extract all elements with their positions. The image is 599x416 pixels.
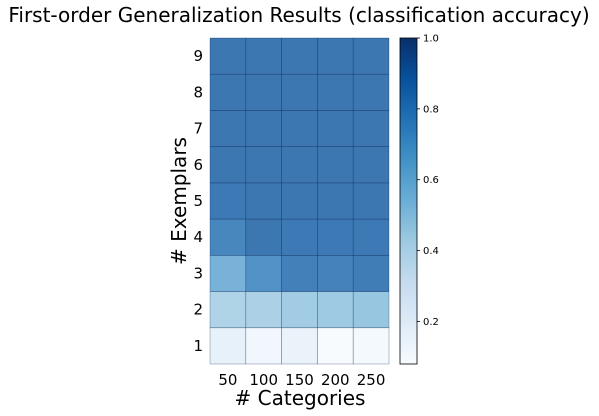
x-tick-label: 100	[249, 371, 278, 389]
heatmap-cell-6-200	[317, 146, 354, 184]
heatmap-cell-9-200	[317, 37, 354, 75]
colorbar-tick-label: 0.2	[423, 317, 439, 328]
x-axis-label: # Categories	[235, 386, 366, 410]
y-tick-label: 6	[193, 156, 203, 174]
x-tick-label: 150	[285, 371, 314, 389]
heatmap-cell-7-200	[317, 110, 354, 147]
heatmap-cell-2-200	[317, 291, 354, 329]
heatmap-cell-1-50	[209, 327, 247, 365]
heatmap-cell-5-100	[245, 182, 282, 220]
x-tick-label: 50	[218, 371, 237, 389]
heatmap-cells	[209, 37, 390, 365]
heatmap-cell-4-150	[281, 218, 318, 256]
heatmap-cell-3-100	[245, 255, 282, 292]
heatmap-cell-4-100	[245, 218, 282, 256]
y-tick-label: 3	[193, 264, 203, 282]
heatmap-cell-5-250	[352, 182, 390, 220]
heatmap-cell-3-250	[352, 255, 390, 292]
colorbar-gradient	[399, 37, 418, 365]
heatmap-cell-9-150	[281, 37, 318, 75]
y-tick-label: 8	[193, 83, 203, 101]
heatmap-cell-7-50	[209, 110, 247, 147]
heatmap-cell-3-150	[281, 255, 318, 292]
x-tick-label: 200	[321, 371, 350, 389]
heatmap-cell-1-150	[281, 327, 318, 365]
y-tick-label: 5	[193, 192, 203, 210]
colorbar: 0.2 0.4 0.6 0.8 1.0	[399, 34, 439, 365]
heatmap-cell-5-50	[209, 182, 247, 220]
heatmap-cell-1-200	[317, 327, 354, 365]
heatmap-cell-6-50	[209, 146, 247, 184]
heatmap-cell-5-200	[317, 182, 354, 220]
heatmap-cell-2-100	[245, 291, 282, 329]
heatmap-cell-1-100	[245, 327, 282, 365]
x-tick-label: 250	[357, 371, 386, 389]
heatmap-cell-3-50	[209, 255, 247, 292]
heatmap-cell-9-100	[245, 37, 282, 75]
chart-title: First-order Generalization Results (clas…	[8, 3, 589, 27]
colorbar-tick-label: 1.0	[423, 34, 439, 45]
heatmap-cell-4-50	[209, 218, 247, 256]
heatmap-cell-7-150	[281, 110, 318, 147]
y-tick-label: 9	[193, 47, 203, 65]
heatmap-cell-5-150	[281, 182, 318, 220]
heatmap-cell-8-150	[281, 73, 318, 111]
y-tick-label: 1	[193, 337, 203, 355]
y-tick-label: 2	[193, 301, 203, 319]
heatmap-cell-8-200	[317, 73, 354, 111]
heatmap-cell-6-250	[352, 146, 390, 184]
heatmap-cell-6-150	[281, 146, 318, 184]
heatmap-cell-6-100	[245, 146, 282, 184]
heatmap-cell-9-50	[209, 37, 247, 75]
colorbar-tick-label: 0.4	[423, 246, 439, 257]
x-axis-ticks: 50 100 150 200 250	[218, 371, 385, 389]
heatmap-cell-7-250	[352, 110, 390, 147]
heatmap-cell-8-50	[209, 73, 247, 111]
heatmap-cell-9-250	[352, 37, 390, 75]
colorbar-tick-label: 0.6	[423, 175, 439, 186]
colorbar-ticks: 0.2 0.4 0.6 0.8 1.0	[417, 34, 439, 328]
heatmap-cell-4-250	[352, 218, 390, 256]
heatmap-cell-8-100	[245, 73, 282, 111]
heatmap-cell-2-150	[281, 291, 318, 329]
colorbar-tick-label: 0.8	[423, 104, 439, 115]
heatmap-cell-8-250	[352, 73, 390, 111]
heatmap-cell-7-100	[245, 110, 282, 147]
y-axis-label: # Exemplars	[167, 137, 191, 265]
heatmap-cell-4-200	[317, 218, 354, 256]
heatmap-cell-2-50	[209, 291, 247, 329]
y-tick-label: 4	[193, 228, 203, 246]
heatmap-cell-2-250	[352, 291, 390, 329]
y-axis-ticks: 1 2 3 4 5 6 7 8 9	[193, 47, 203, 355]
heatmap-cell-1-250	[352, 327, 390, 365]
y-tick-label: 7	[193, 120, 203, 138]
heatmap-cell-3-200	[317, 255, 354, 292]
